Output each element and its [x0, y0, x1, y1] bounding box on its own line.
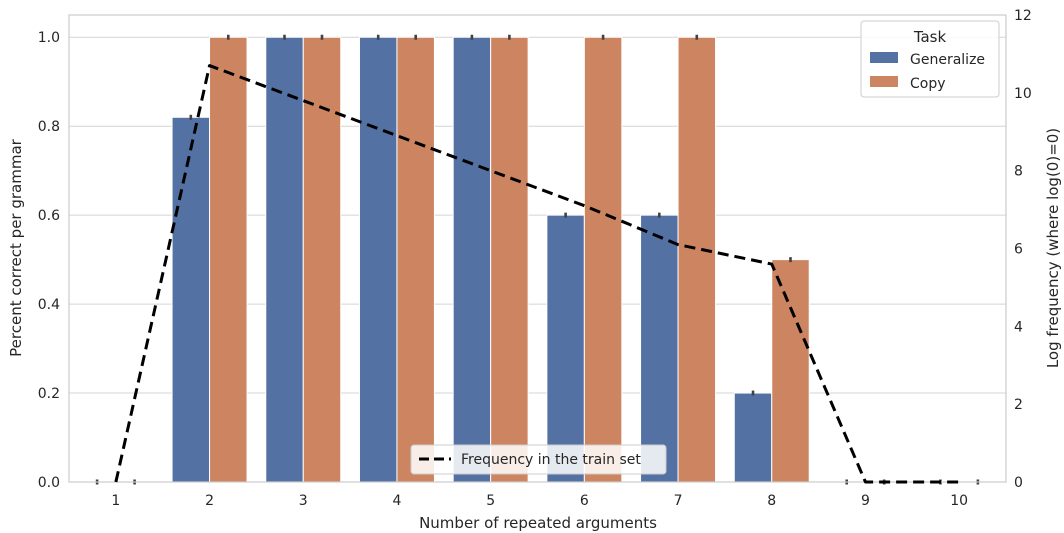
x-tick-label-2: 2	[205, 493, 214, 509]
x-tick-label-10: 10	[950, 493, 968, 509]
y2-tick-label-8: 8	[1014, 164, 1023, 180]
y2-tick-label-4: 4	[1014, 319, 1023, 335]
y2-tick-label-12: 12	[1014, 8, 1032, 24]
bar-generalize-3	[265, 36, 304, 483]
x-tick-label-7: 7	[674, 493, 683, 509]
frequency-line	[114, 64, 960, 484]
x-tick-label-6: 6	[580, 493, 589, 509]
y-axis-label: Percent correct per grammar	[7, 138, 25, 356]
y-tick-label-1-0: 1.0	[38, 30, 60, 46]
legend-title: Task	[913, 28, 947, 46]
bar-generalize-5	[452, 36, 492, 483]
frequency-line-group	[114, 64, 960, 484]
bar-generalize-8	[733, 392, 773, 483]
y2-tick-label-2: 2	[1014, 397, 1023, 413]
bar-generalize-4	[358, 36, 398, 483]
x-axis-label: Number of repeated arguments	[419, 514, 657, 532]
bar-copy-8	[771, 259, 810, 483]
legend-label-generalize: Generalize	[910, 52, 985, 68]
legend-swatch-generalize	[870, 52, 898, 63]
x-axis-ticks: 1 2 3 4 5 6 7 8 9 10	[111, 493, 968, 509]
y2-axis-label: Log frequency (where log(0)=0)	[1044, 128, 1062, 368]
bar-copy-6	[583, 36, 623, 483]
bar-copy-5	[490, 36, 529, 483]
x-tick-label-3: 3	[299, 493, 308, 509]
bar-copy-4	[396, 36, 435, 483]
x-tick-label-5: 5	[486, 493, 495, 509]
x-tick-label-8: 8	[767, 493, 776, 509]
line-legend: Frequency in the train set	[410, 444, 667, 475]
bars	[171, 36, 810, 483]
x-tick-label-4: 4	[392, 493, 401, 509]
line-legend-box	[410, 444, 667, 475]
plot-frame	[68, 14, 1007, 483]
y2-tick-label-10: 10	[1014, 86, 1032, 102]
y-tick-label-0-4: 0.4	[38, 297, 60, 313]
line-legend-label: Frequency in the train set	[461, 452, 641, 468]
legend-swatch-copy	[870, 76, 898, 87]
y-tick-label-0-6: 0.6	[38, 208, 60, 224]
x-tick-label-1: 1	[111, 493, 120, 509]
y2-tick-label-6: 6	[1014, 242, 1023, 258]
y-tick-label-0-8: 0.8	[38, 119, 60, 135]
bar-copy-2	[209, 36, 248, 483]
y-axis-ticks: 0.0 0.2 0.4 0.6 0.8 1.0	[38, 30, 60, 491]
bar-generalize-2	[171, 116, 211, 483]
y2-tick-label-0: 0	[1014, 475, 1023, 491]
y-tick-label-0-2: 0.2	[38, 386, 60, 402]
bar-copy-7	[677, 36, 717, 483]
bar-generalize-6	[546, 214, 585, 483]
bar-generalize-7	[640, 214, 679, 483]
y-tick-label-0-0: 0.0	[38, 475, 60, 491]
y2-axis-ticks: 0 2 4 6 8 10 12	[1014, 8, 1032, 491]
legend-label-copy: Copy	[910, 76, 946, 92]
legend: Task Generalize Copy	[860, 20, 1000, 98]
x-tick-label-9: 9	[861, 493, 870, 509]
